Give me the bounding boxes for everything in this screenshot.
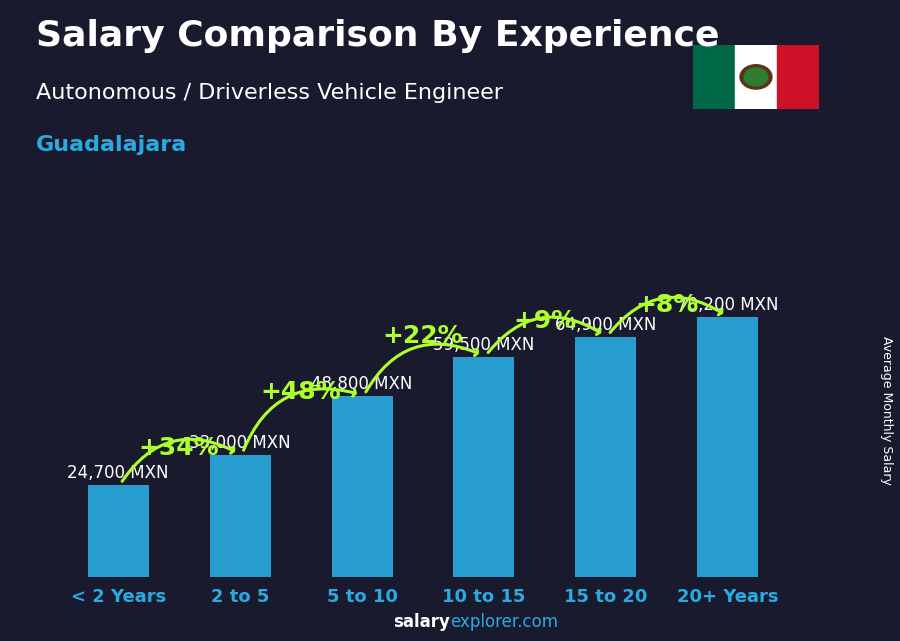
Text: explorer.com: explorer.com [450,613,558,631]
Text: +34%: +34% [139,436,220,460]
Bar [575,337,636,577]
Text: +9%: +9% [513,308,577,333]
Text: 24,700 MXN: 24,700 MXN [68,465,169,483]
Text: Average Monthly Salary: Average Monthly Salary [880,336,893,485]
Text: 59,500 MXN: 59,500 MXN [433,336,535,354]
Text: Autonomous / Driverless Vehicle Engineer: Autonomous / Driverless Vehicle Engineer [36,83,503,103]
Bar [693,45,735,109]
Text: 33,000 MXN: 33,000 MXN [189,434,291,452]
Bar [698,317,759,577]
Text: +48%: +48% [261,380,341,404]
Bar [777,45,819,109]
Circle shape [740,65,772,89]
Text: +22%: +22% [382,324,464,347]
Bar [210,454,271,577]
Bar [454,356,515,577]
Bar [331,396,392,577]
Bar [735,45,777,109]
Bar [87,485,148,577]
Circle shape [744,68,768,86]
Text: 70,200 MXN: 70,200 MXN [677,296,778,314]
Text: 64,900 MXN: 64,900 MXN [555,315,657,333]
Text: Salary Comparison By Experience: Salary Comparison By Experience [36,19,719,53]
Text: Guadalajara: Guadalajara [36,135,187,154]
Text: salary: salary [393,613,450,631]
Text: 48,800 MXN: 48,800 MXN [311,375,413,393]
Text: +8%: +8% [635,292,698,317]
